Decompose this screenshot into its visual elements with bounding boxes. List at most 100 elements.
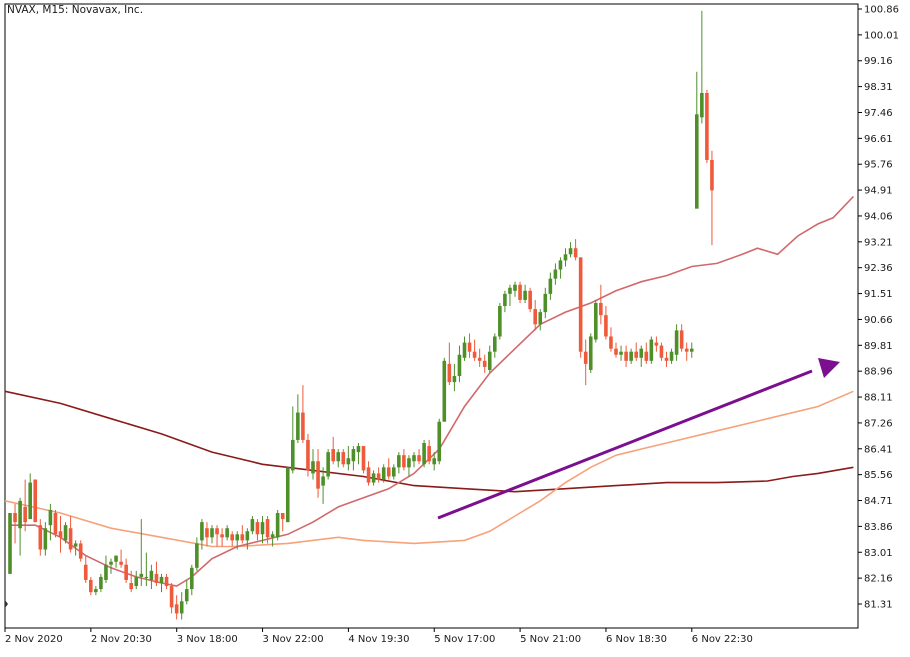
- candle-body: [99, 576, 103, 590]
- candle-body: [28, 482, 32, 520]
- candle-body: [614, 348, 618, 355]
- candle-body: [58, 531, 63, 538]
- candle-body: [573, 248, 578, 258]
- candle-body: [13, 513, 17, 523]
- candle-body: [407, 458, 411, 468]
- candle-body: [270, 534, 275, 538]
- x-tick-label: 6 Nov 18:30: [606, 634, 667, 645]
- candle-body: [139, 573, 144, 577]
- y-tick-label: 87.26: [864, 418, 893, 429]
- candle-body: [351, 449, 356, 462]
- candle-body: [548, 278, 553, 294]
- candle-body: [674, 330, 679, 355]
- y-tick-label: 92.36: [864, 263, 893, 274]
- candle-body: [230, 534, 234, 541]
- x-tick-label: 5 Nov 21:00: [520, 634, 581, 645]
- candle-body: [376, 473, 381, 480]
- moving-average-slow: [4, 390, 854, 493]
- candle-body: [452, 376, 457, 383]
- candle-body: [487, 351, 492, 370]
- candle-body: [78, 543, 83, 559]
- x-tick-label: 6 Nov 22:30: [692, 634, 753, 645]
- candle-body: [109, 561, 113, 565]
- y-tick-label: 84.71: [864, 496, 893, 507]
- candle-body: [205, 528, 209, 538]
- candle-body: [144, 576, 149, 578]
- candle-body: [53, 513, 58, 535]
- candle-body: [285, 467, 290, 523]
- candle-body: [23, 506, 27, 523]
- start-marker-icon: [5, 600, 8, 608]
- candle-body: [235, 534, 240, 541]
- candle-body: [190, 567, 194, 590]
- candle-body: [508, 287, 512, 294]
- candle-body: [599, 303, 603, 316]
- y-tick-label: 91.51: [864, 289, 893, 300]
- candle-body: [533, 309, 537, 325]
- y-tick-label: 85.56: [864, 470, 893, 481]
- candle-body: [321, 476, 325, 486]
- candle-body: [83, 564, 88, 580]
- candle-body: [412, 455, 416, 462]
- candle-body: [48, 509, 53, 526]
- candle-body: [275, 513, 280, 538]
- candle-body: [154, 573, 159, 583]
- candle-body: [568, 248, 573, 255]
- candle-body: [649, 339, 654, 361]
- candle-body: [306, 439, 310, 471]
- candle-body: [482, 360, 487, 367]
- candle-body: [296, 412, 300, 440]
- candle-body: [457, 354, 462, 377]
- candle-body: [654, 342, 659, 346]
- y-tick-label: 94.91: [864, 186, 893, 197]
- y-tick-label: 81.31: [864, 600, 893, 611]
- candle-body: [215, 528, 219, 535]
- candle-body: [33, 479, 38, 523]
- y-tick-label: 94.06: [864, 211, 893, 222]
- candle-body: [629, 351, 633, 361]
- candle-body: [316, 461, 320, 489]
- candle-body: [119, 561, 123, 565]
- moving-average-mid: [4, 390, 854, 548]
- candle-body: [159, 576, 164, 583]
- candle-body: [38, 525, 43, 550]
- candle-body: [265, 519, 270, 538]
- candle-body: [619, 351, 623, 355]
- candle-body: [134, 576, 139, 587]
- moving-average-fast: [10, 195, 854, 587]
- candle-body: [73, 543, 78, 547]
- candle-body: [528, 290, 532, 310]
- candle-body: [639, 348, 644, 358]
- x-tick-label: 4 Nov 19:30: [348, 634, 409, 645]
- candle-body: [644, 351, 649, 361]
- candle-body: [442, 360, 447, 422]
- plot-frame: [4, 3, 859, 629]
- candle-body: [558, 260, 563, 270]
- candle-body: [498, 306, 502, 337]
- candle-body: [397, 455, 401, 468]
- candle-body: [503, 293, 507, 307]
- y-tick-label: 83.86: [864, 522, 893, 533]
- candle-body: [679, 330, 684, 349]
- candle-body: [63, 525, 68, 541]
- candle-body: [422, 443, 426, 465]
- candle-body: [169, 586, 174, 608]
- candle-body: [493, 336, 497, 352]
- candle-body: [124, 564, 128, 580]
- candle-body: [371, 473, 376, 483]
- candle-body: [710, 159, 714, 191]
- candle-body: [695, 114, 699, 209]
- y-tick-label: 82.16: [864, 574, 893, 585]
- candle-body: [291, 439, 295, 471]
- candle-body: [472, 351, 477, 358]
- candle-body: [518, 284, 522, 300]
- candle-body: [18, 500, 22, 529]
- candle-body: [594, 303, 598, 340]
- candle-body: [220, 534, 224, 538]
- y-tick-label: 100.86: [864, 5, 899, 16]
- candle-body: [583, 351, 588, 364]
- candle-body: [174, 604, 179, 614]
- candle-body: [361, 446, 366, 471]
- candle-body: [659, 345, 664, 358]
